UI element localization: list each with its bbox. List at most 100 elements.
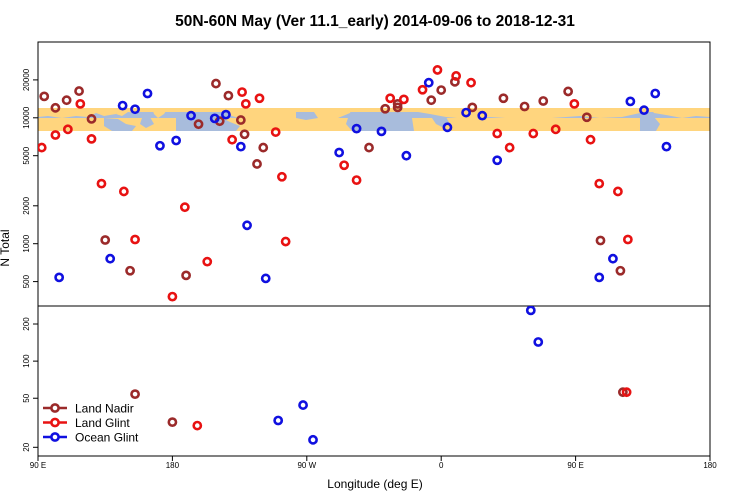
y-tick-label: 200	[22, 317, 31, 331]
x-tick-label: 90 W	[297, 461, 316, 470]
data-point	[461, 107, 471, 118]
data-point	[594, 272, 605, 283]
data-point	[398, 94, 409, 105]
data-point	[585, 134, 596, 145]
data-point	[423, 77, 434, 88]
data-point	[192, 420, 203, 431]
data-point	[142, 88, 153, 99]
data-point	[100, 235, 111, 245]
data-point	[254, 93, 265, 104]
y-tick-label: 5000	[22, 146, 31, 164]
upper-panel-points	[38, 65, 672, 302]
data-point	[436, 85, 447, 95]
data-point	[451, 71, 462, 81]
data-point	[339, 160, 350, 171]
data-point	[54, 272, 65, 283]
data-point	[442, 122, 453, 133]
y-axis-upper: 500 1000 2000 5000 10000 20000	[22, 68, 38, 288]
data-point	[105, 253, 116, 264]
y-tick-label: 500	[22, 274, 31, 288]
map-sea-okhotsk	[104, 118, 136, 131]
data-point	[392, 102, 403, 113]
data-point	[595, 235, 606, 246]
data-point	[130, 389, 140, 400]
data-point	[86, 114, 97, 124]
data-point	[235, 141, 246, 152]
data-point	[364, 142, 374, 153]
data-point	[426, 95, 437, 106]
data-point	[334, 147, 345, 158]
data-point	[376, 126, 387, 137]
map-hudson-bay	[296, 112, 318, 120]
data-point	[613, 186, 623, 197]
data-point	[617, 387, 628, 398]
data-point	[417, 84, 428, 95]
data-point	[38, 142, 47, 153]
data-point	[186, 110, 196, 121]
data-point	[117, 100, 128, 111]
data-point	[260, 273, 271, 284]
y-tick-label: 1000	[22, 234, 31, 252]
data-point	[492, 155, 503, 166]
data-point	[608, 253, 618, 264]
legend-entry: Ocean Glint	[75, 431, 139, 445]
data-point	[432, 65, 443, 75]
data-point	[240, 98, 251, 109]
data-point	[277, 171, 287, 182]
data-point	[519, 101, 530, 112]
data-point	[86, 133, 97, 144]
legend-entry: Land Glint	[75, 416, 130, 430]
map-land-kamchatka	[152, 108, 168, 118]
data-point	[211, 78, 221, 89]
lower-panel-frame	[37, 305, 711, 457]
data-point	[50, 130, 61, 140]
data-point	[622, 234, 633, 245]
y-axis-label: N Total	[0, 229, 12, 266]
data-point	[401, 150, 412, 161]
data-point	[525, 306, 536, 316]
data-point	[96, 178, 107, 189]
data-point	[538, 96, 549, 106]
map-land-top	[38, 108, 710, 112]
y-tick-label: 10000	[22, 106, 31, 129]
data-point	[504, 142, 515, 153]
data-point	[477, 110, 488, 121]
data-point	[130, 234, 140, 245]
data-point	[385, 93, 396, 104]
data-point	[392, 98, 403, 109]
data-point	[237, 87, 247, 98]
x-tick-label: 90 E	[567, 461, 583, 470]
data-point	[39, 91, 50, 102]
legend-marker	[50, 403, 60, 413]
map-land-asia-right	[650, 108, 710, 118]
y-tick-label: 2000	[22, 196, 31, 214]
data-point	[467, 102, 478, 113]
data-point	[227, 134, 238, 145]
data-point	[155, 140, 165, 151]
data-point	[639, 105, 649, 116]
data-point	[179, 202, 190, 213]
data-point	[202, 256, 213, 267]
data-point	[528, 128, 539, 139]
data-point	[171, 135, 182, 146]
data-point	[193, 119, 204, 130]
y-tick-label: 100	[22, 354, 31, 368]
data-point	[235, 115, 246, 125]
x-axis-label: Longitude (deg E)	[327, 477, 422, 491]
data-point	[273, 415, 284, 426]
chart-title: 50N-60N May (Ver 11.1_early) 2014-09-06 …	[175, 13, 575, 30]
data-point	[621, 387, 632, 398]
x-tick-label: 90 E	[30, 461, 46, 470]
data-point	[650, 88, 661, 99]
data-point	[239, 129, 250, 140]
data-point	[74, 86, 84, 96]
lower-panel-points	[130, 306, 632, 445]
data-point	[466, 77, 476, 88]
map-sea-bering	[140, 117, 154, 128]
data-point	[569, 98, 580, 109]
data-point	[661, 141, 672, 152]
data-point	[75, 98, 86, 109]
data-point	[298, 400, 308, 410]
data-point	[223, 90, 234, 101]
